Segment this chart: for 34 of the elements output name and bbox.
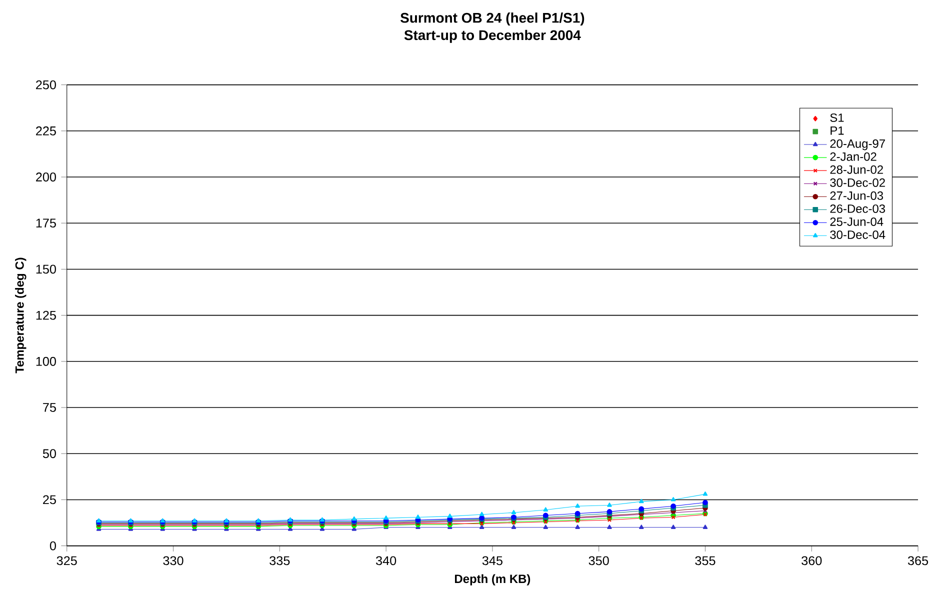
- x-tick-label: 340: [376, 556, 396, 566]
- y-tick-label: 75: [43, 403, 56, 412]
- x-tick-label: 325: [56, 556, 77, 566]
- x-tick-label: 335: [270, 556, 290, 566]
- legend-label: 25-Jun-04: [830, 218, 884, 226]
- y-tick-label: 250: [36, 80, 56, 90]
- x-tick-label: 355: [695, 556, 716, 566]
- x-tick-label: 345: [482, 556, 502, 566]
- y-tick-label: 200: [36, 172, 56, 182]
- y-tick-label: 50: [42, 449, 56, 458]
- legend-label: 26-Dec-03: [830, 204, 886, 214]
- y-tick-label: 0: [50, 541, 56, 550]
- y-axis-title: Temperature (deg C): [15, 258, 26, 374]
- y-tick-label: 100: [36, 357, 56, 366]
- legend-label: P1: [830, 126, 844, 135]
- legend-label: 27-Jun-03: [830, 192, 884, 200]
- legend-label: 30-Dec-02: [830, 178, 885, 188]
- x-tick-label: 360: [802, 556, 822, 566]
- x-axis-title: Depth (m KB): [454, 574, 530, 586]
- legend-label: 20-Aug-97: [830, 140, 885, 150]
- legend-label: 30-Dec-04: [830, 230, 886, 240]
- y-tick-label: 225: [36, 126, 56, 136]
- x-tick-label: 365: [908, 556, 928, 566]
- legend-label: 28-Jun-02: [830, 166, 883, 174]
- y-tick-label: 125: [36, 310, 56, 320]
- y-tick-label: 150: [36, 264, 56, 274]
- x-tick-label: 330: [163, 556, 184, 566]
- chart-subtitle: Start-up to December 2004: [404, 30, 581, 44]
- legend-label: 2-Jan-02: [830, 152, 876, 162]
- legend-label: S1: [830, 114, 844, 122]
- y-tick-label: 25: [43, 495, 56, 504]
- chart-title: Surmont OB 24 (heel P1/S1): [400, 12, 584, 26]
- y-tick-label: 175: [36, 218, 56, 228]
- x-tick-label: 350: [588, 556, 609, 566]
